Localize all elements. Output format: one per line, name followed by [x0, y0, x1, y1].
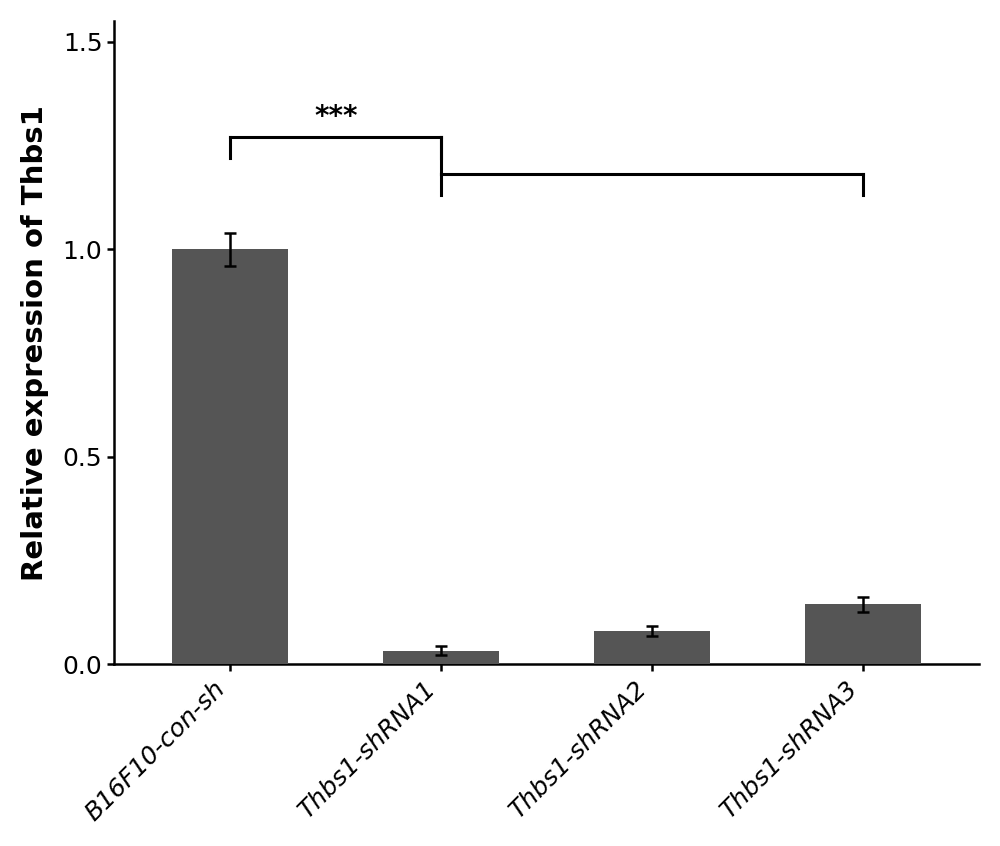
Bar	[805, 604, 921, 664]
Text: ***: ***	[314, 103, 358, 131]
Bar	[594, 631, 710, 664]
Bar	[383, 651, 499, 664]
Bar	[172, 250, 288, 664]
Y-axis label: Relative expression of Thbs1: Relative expression of Thbs1	[21, 105, 49, 580]
